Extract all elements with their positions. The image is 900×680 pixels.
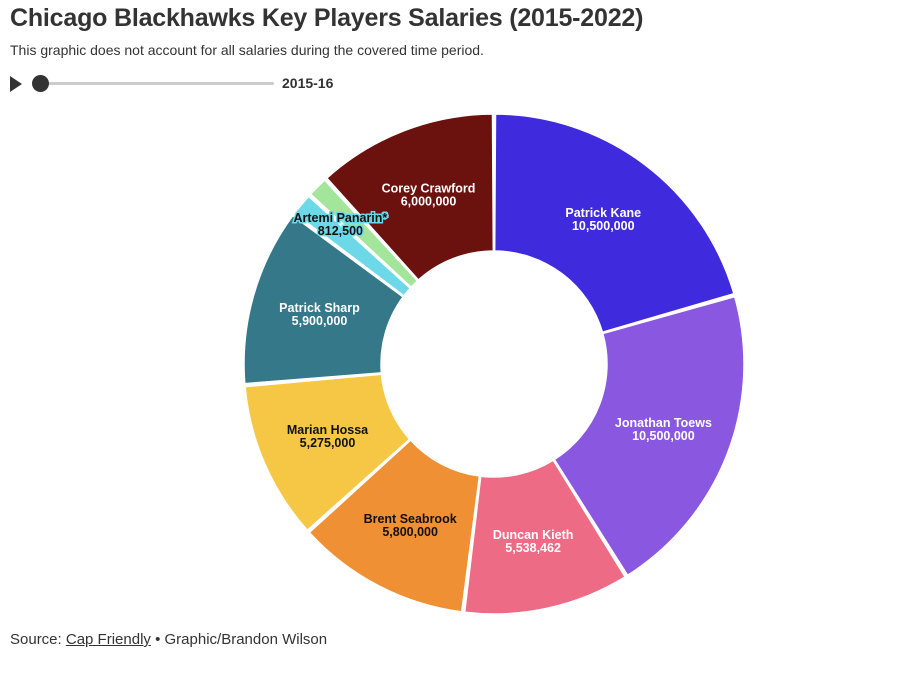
timeline-controls: 2015-16	[10, 72, 350, 94]
slice-value-label: 10,500,000	[572, 219, 635, 233]
donut-slice-3[interactable]	[308, 439, 481, 613]
slice-name-label: Brent Seabrook	[364, 512, 457, 526]
donut-slice-7[interactable]	[309, 179, 419, 289]
slice-value-label: 10,500,000	[632, 429, 695, 443]
slice-name-label: Patrick Sharp	[279, 301, 360, 315]
play-icon[interactable]	[10, 76, 22, 92]
donut-slice-0[interactable]	[493, 113, 735, 334]
timeline-slider-thumb[interactable]	[32, 75, 49, 92]
slice-value-label: 812,500	[318, 224, 363, 238]
slice-name-label: Marian Hossa	[287, 423, 369, 437]
source-link[interactable]: Cap Friendly	[65, 631, 151, 648]
donut-slice-1[interactable]	[553, 295, 745, 577]
source-prefix: Source:	[10, 631, 66, 648]
chart-title: Chicago Blackhawks Key Players Salaries …	[10, 4, 644, 32]
slice-name-label: Patrick Kane	[565, 206, 641, 220]
footer-separator: •	[150, 631, 165, 648]
timeline-slider[interactable]	[32, 75, 274, 92]
slice-name-label: Duncan Kieth	[493, 528, 574, 542]
slice-value-label: 5,800,000	[382, 525, 438, 539]
donut-slice-4[interactable]	[244, 373, 411, 532]
slice-value-label: 5,900,000	[292, 314, 348, 328]
graphic-credit: Graphic/Brandon Wilson	[164, 631, 328, 648]
slice-value-label: 5,538,462	[505, 541, 561, 555]
slice-name-label: Jonathan Toews	[615, 416, 712, 430]
chart-subtitle: This graphic does not account for all sa…	[10, 42, 484, 58]
slice-label-6: Artemi Panarin*812,500	[292, 209, 389, 239]
timeline-current-season: 2015-16	[282, 75, 334, 91]
donut-slice-6[interactable]	[293, 195, 412, 297]
donut-slice-5[interactable]	[243, 214, 405, 385]
donut-slice-8[interactable]	[325, 113, 495, 282]
source-footer: Source: Cap Friendly • Graphic/Brandon W…	[10, 631, 327, 648]
slice-name-label: Artemi Panarin*	[294, 211, 388, 225]
slice-value-label: 5,275,000	[300, 436, 356, 450]
slice-name-label: Corey Crawford	[382, 182, 476, 196]
slice-value-label: 6,000,000	[401, 195, 457, 209]
donut-slice-2[interactable]	[463, 459, 627, 615]
